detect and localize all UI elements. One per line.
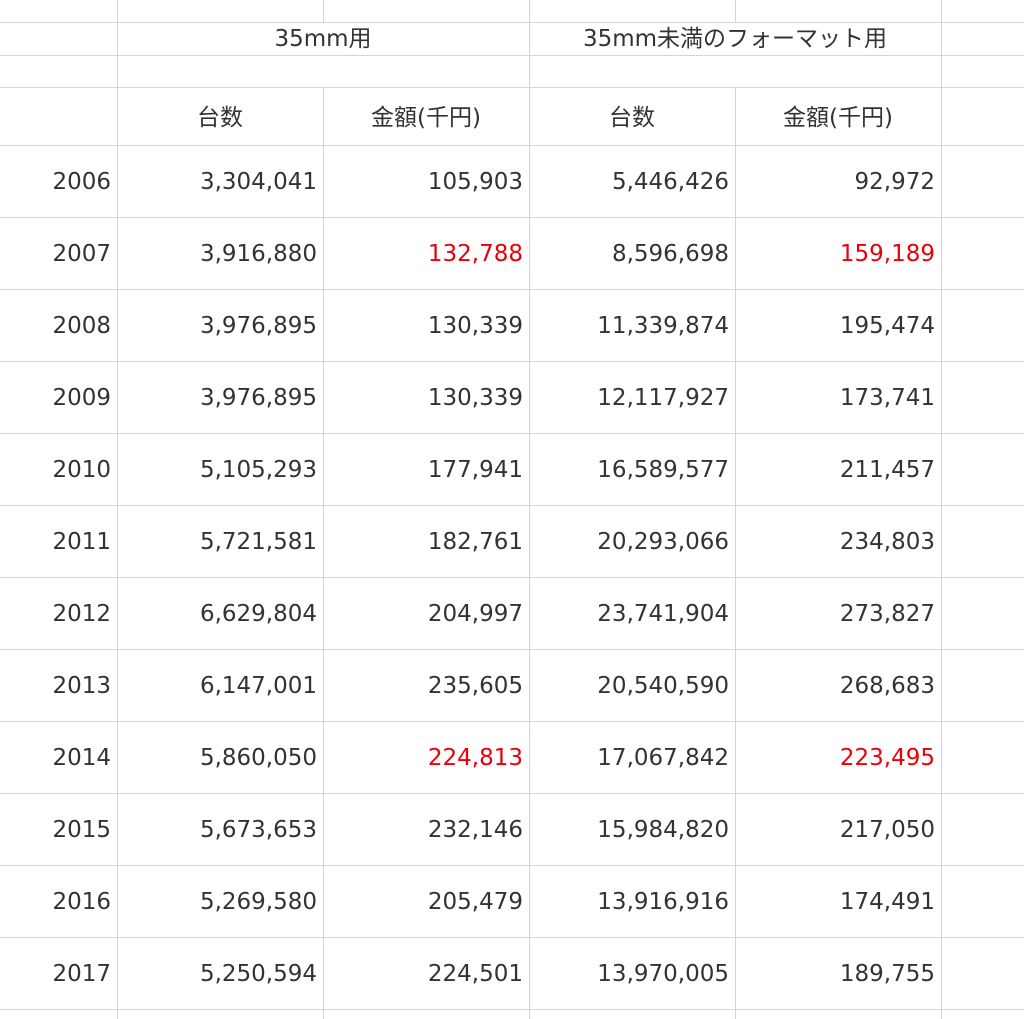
cell-year[interactable]: 2017 [52, 961, 111, 987]
grid-line [323, 0, 324, 22]
grid-line [0, 865, 1024, 866]
cell-amount-small[interactable]: 211,457 [839, 457, 935, 483]
cell-units-35mm[interactable]: 5,250,594 [199, 961, 317, 987]
cell-units-small[interactable]: 13,916,916 [597, 889, 729, 915]
cell-amount-small[interactable]: 195,474 [839, 313, 935, 339]
cell-amount-35mm[interactable]: 130,339 [427, 385, 523, 411]
cell-units-small[interactable]: 20,540,590 [597, 673, 729, 699]
cell-amount-35mm[interactable]: 130,339 [427, 313, 523, 339]
cell-units-small[interactable]: 12,117,927 [597, 385, 729, 411]
grid-line [0, 22, 1024, 23]
cell-year[interactable]: 2011 [52, 529, 111, 555]
cell-units-35mm[interactable]: 5,673,653 [199, 817, 317, 843]
cell-amount-small[interactable]: 174,491 [839, 889, 935, 915]
cell-year[interactable]: 2012 [52, 601, 111, 627]
cell-amount-small[interactable]: 159,189 [839, 241, 935, 267]
cell-units-small[interactable]: 16,589,577 [597, 457, 729, 483]
grid-line [0, 217, 1024, 218]
cell-year[interactable]: 2013 [52, 673, 111, 699]
cell-units-35mm[interactable]: 3,976,895 [199, 313, 317, 339]
header-group-small-format[interactable]: 35mm未満のフォーマット用 [582, 26, 888, 52]
cell-amount-35mm[interactable]: 232,146 [427, 817, 523, 843]
cell-amount-35mm[interactable]: 224,501 [427, 961, 523, 987]
cell-amount-small[interactable]: 189,755 [839, 961, 935, 987]
cell-units-35mm[interactable]: 5,721,581 [199, 529, 317, 555]
grid-line [0, 505, 1024, 506]
grid-line [941, 0, 942, 1019]
cell-units-small[interactable]: 5,446,426 [611, 169, 729, 195]
grid-line [0, 145, 1024, 146]
cell-amount-35mm[interactable]: 224,813 [427, 745, 523, 771]
header-amount-35mm[interactable]: 金額(千円) [371, 105, 481, 131]
header-units-small[interactable]: 台数 [609, 105, 655, 131]
grid-line [0, 433, 1024, 434]
cell-units-35mm[interactable]: 6,147,001 [199, 673, 317, 699]
cell-amount-small[interactable]: 273,827 [839, 601, 935, 627]
cell-units-small[interactable]: 15,984,820 [597, 817, 729, 843]
cell-units-small[interactable]: 20,293,066 [597, 529, 729, 555]
cell-units-35mm[interactable]: 5,860,050 [199, 745, 317, 771]
cell-units-35mm[interactable]: 5,105,293 [199, 457, 317, 483]
cell-year[interactable]: 2014 [52, 745, 111, 771]
cell-amount-small[interactable]: 173,741 [839, 385, 935, 411]
grid-line [0, 361, 1024, 362]
cell-year[interactable]: 2016 [52, 889, 111, 915]
header-group-35mm[interactable]: 35mm用 [274, 26, 372, 52]
cell-year[interactable]: 2006 [52, 169, 111, 195]
cell-year[interactable]: 2008 [52, 313, 111, 339]
cell-year[interactable]: 2007 [52, 241, 111, 267]
cell-units-35mm[interactable]: 3,976,895 [199, 385, 317, 411]
cell-units-small[interactable]: 11,339,874 [597, 313, 729, 339]
header-amount-small[interactable]: 金額(千円) [783, 105, 893, 131]
grid-line [0, 721, 1024, 722]
cell-amount-35mm[interactable]: 205,479 [427, 889, 523, 915]
grid-line [0, 1009, 1024, 1010]
cell-units-35mm[interactable]: 3,916,880 [199, 241, 317, 267]
grid-line [0, 289, 1024, 290]
grid-line [0, 649, 1024, 650]
grid-line [735, 87, 736, 1019]
cell-units-small[interactable]: 17,067,842 [597, 745, 729, 771]
grid-line [0, 793, 1024, 794]
grid-line [529, 0, 530, 1019]
cell-amount-35mm[interactable]: 204,997 [427, 601, 523, 627]
grid-line [0, 937, 1024, 938]
grid-line [0, 55, 1024, 56]
grid-line [323, 87, 324, 1019]
cell-amount-small[interactable]: 217,050 [839, 817, 935, 843]
grid-line [117, 0, 118, 1019]
cell-amount-small[interactable]: 268,683 [839, 673, 935, 699]
cell-amount-35mm[interactable]: 132,788 [427, 241, 523, 267]
cell-year[interactable]: 2015 [52, 817, 111, 843]
cell-amount-35mm[interactable]: 235,605 [427, 673, 523, 699]
cell-amount-small[interactable]: 223,495 [839, 745, 935, 771]
grid-line [0, 577, 1024, 578]
cell-year[interactable]: 2009 [52, 385, 111, 411]
cell-units-small[interactable]: 23,741,904 [597, 601, 729, 627]
cell-units-small[interactable]: 8,596,698 [611, 241, 729, 267]
cell-amount-small[interactable]: 92,972 [854, 169, 935, 195]
header-units-35mm[interactable]: 台数 [197, 105, 243, 131]
grid-line [735, 0, 736, 22]
cell-amount-small[interactable]: 234,803 [839, 529, 935, 555]
cell-year[interactable]: 2010 [52, 457, 111, 483]
cell-amount-35mm[interactable]: 182,761 [427, 529, 523, 555]
cell-units-35mm[interactable]: 6,629,804 [199, 601, 317, 627]
cell-units-35mm[interactable]: 3,304,041 [199, 169, 317, 195]
cell-amount-35mm[interactable]: 177,941 [427, 457, 523, 483]
cell-units-35mm[interactable]: 5,269,580 [199, 889, 317, 915]
grid-line [0, 87, 1024, 88]
cell-units-small[interactable]: 13,970,005 [597, 961, 729, 987]
cell-amount-35mm[interactable]: 105,903 [427, 169, 523, 195]
